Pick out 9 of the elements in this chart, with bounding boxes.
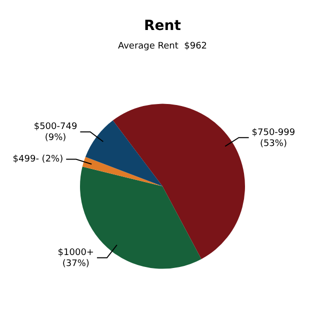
slice-label: $1000+ (58, 248, 94, 258)
data-label: (53%) (260, 138, 287, 149)
slice-label: $500-749 (34, 122, 78, 132)
slice-label: $750-999 (252, 128, 296, 138)
chart-subtitle: Average Rent $962 (118, 42, 208, 52)
slice-label: $499- (2%) (12, 154, 64, 165)
data-label: (9%) (44, 133, 66, 144)
data-label: (37%) (62, 259, 90, 270)
chart-title: Rent (144, 18, 182, 34)
